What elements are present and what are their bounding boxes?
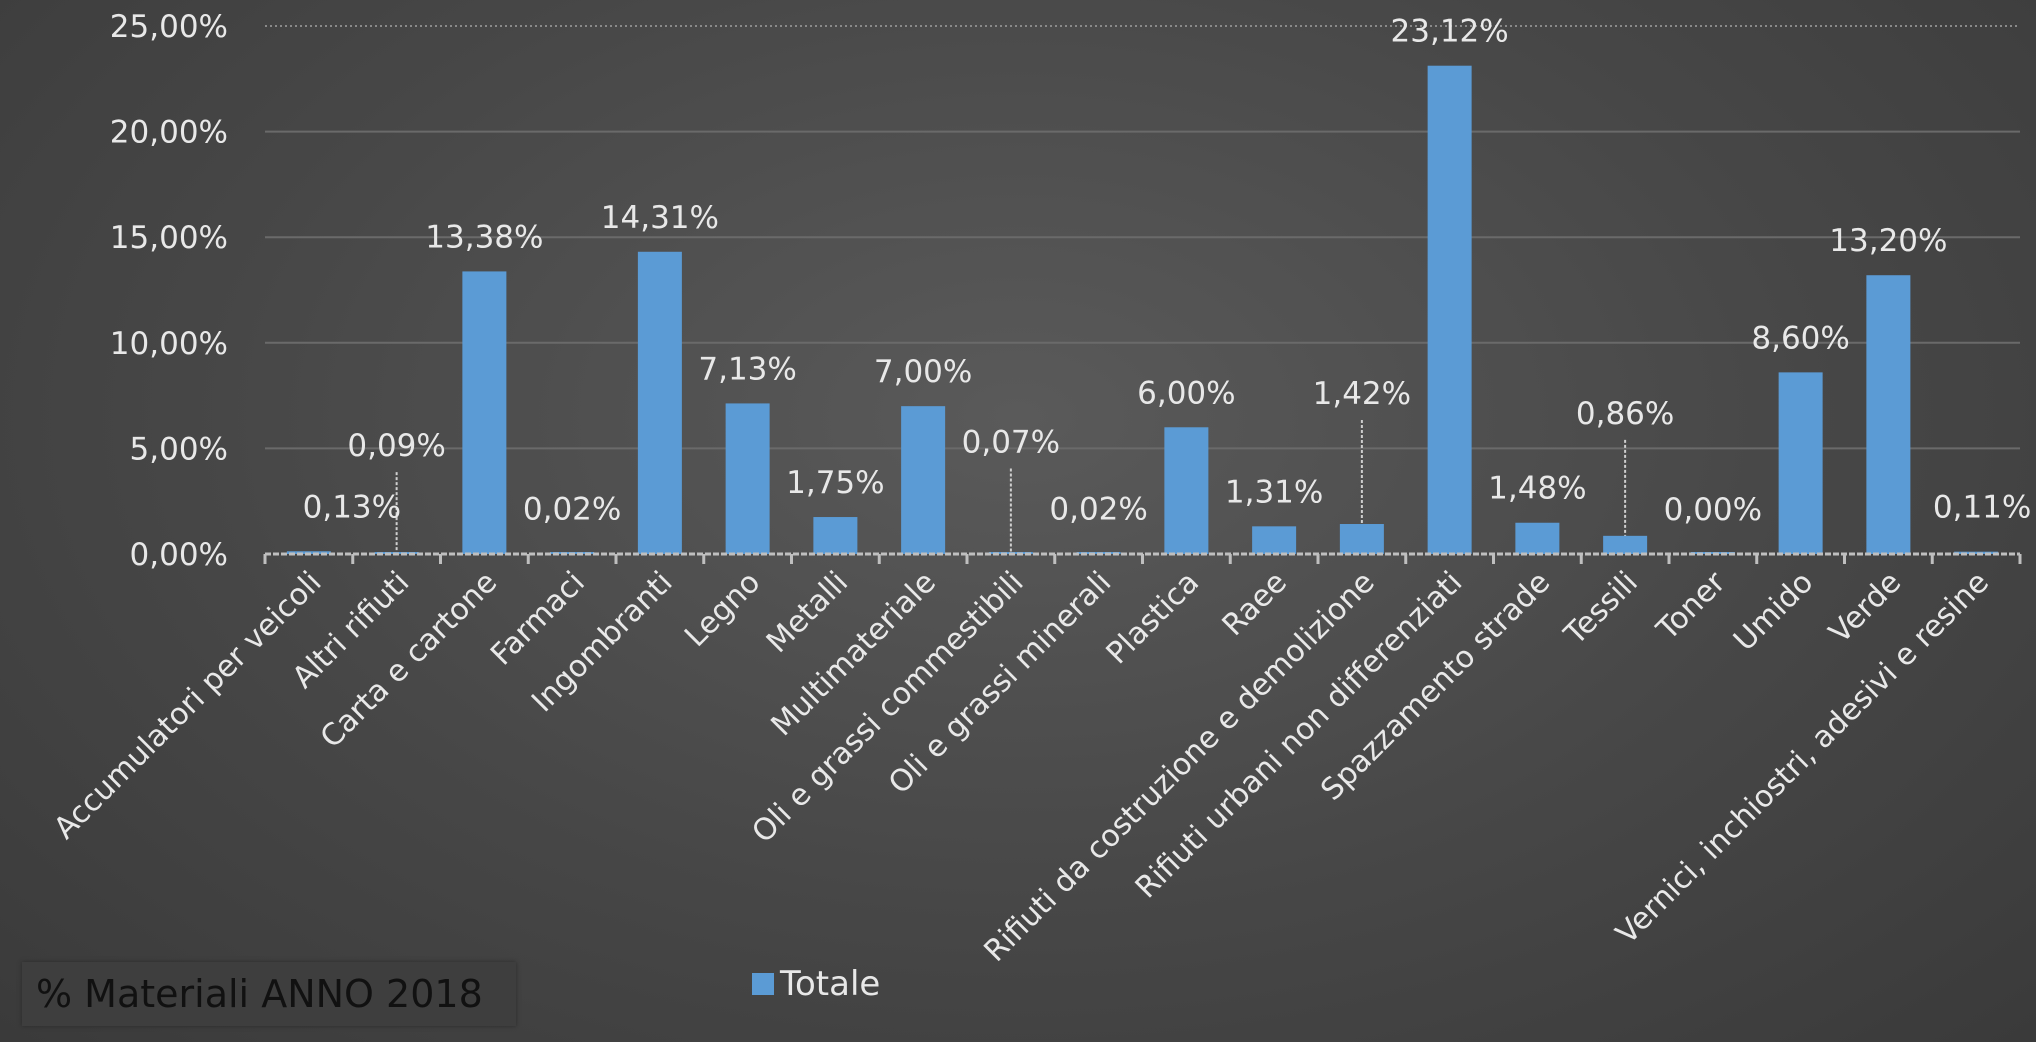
gridlines xyxy=(265,25,2020,450)
chart-title: % Materiali ANNO 2018 xyxy=(36,972,483,1016)
bar xyxy=(813,517,858,554)
data-label: 0,86% xyxy=(1576,396,1674,432)
data-label: 0,09% xyxy=(347,428,445,464)
data-labels: 0,13% 0,09% 13,38% 0,02% 14,31% 7,13% 1,75% 7,0… xyxy=(303,14,2032,528)
category-label: Accumulatori per veicoli xyxy=(47,565,328,846)
bars xyxy=(286,65,1999,554)
category-label: Plastica xyxy=(1100,565,1206,671)
legend: Totale xyxy=(752,962,880,1006)
bar xyxy=(1427,65,1472,554)
category-label: Umido xyxy=(1727,565,1820,658)
y-tick-label: 0,00% xyxy=(130,537,228,573)
category-label: Rifiuti urbani non differenziati xyxy=(1129,565,1469,905)
bar xyxy=(462,271,507,554)
bar xyxy=(1164,427,1209,554)
data-label: 6,00% xyxy=(1137,375,1235,411)
category-label: Raee xyxy=(1216,565,1294,643)
y-tick-label: 5,00% xyxy=(130,431,228,467)
data-label: 0,02% xyxy=(1049,492,1147,528)
bar xyxy=(1778,372,1823,554)
y-tick-label: 25,00% xyxy=(110,9,228,45)
category-label: Toner xyxy=(1650,564,1733,647)
data-label: 0,07% xyxy=(962,425,1060,461)
y-axis-ticks: 0,00% 5,00% 10,00% 15,00% 20,00% 25,00% xyxy=(110,9,228,573)
leader-lines xyxy=(395,420,1627,553)
bar xyxy=(637,251,682,554)
data-label: 13,38% xyxy=(425,219,543,255)
legend-swatch xyxy=(752,973,774,995)
y-tick-label: 15,00% xyxy=(110,220,228,256)
bar xyxy=(1603,535,1648,554)
bar xyxy=(1252,526,1297,554)
chart-title-box: % Materiali ANNO 2018 xyxy=(22,962,516,1026)
y-tick-label: 10,00% xyxy=(110,326,228,362)
data-label: 0,00% xyxy=(1664,492,1762,528)
data-label: 0,11% xyxy=(1933,490,2031,526)
category-label: Legno xyxy=(678,565,767,654)
data-label: 0,02% xyxy=(523,492,621,528)
data-label: 7,13% xyxy=(698,351,796,387)
x-axis xyxy=(263,552,2022,564)
y-tick-label: 20,00% xyxy=(110,115,228,151)
data-label: 13,20% xyxy=(1829,223,1947,259)
data-label: 7,00% xyxy=(874,354,972,390)
bar xyxy=(1954,551,1999,554)
data-label: 1,48% xyxy=(1488,471,1586,507)
legend-label: Totale xyxy=(780,964,881,1004)
data-label: 1,31% xyxy=(1225,474,1323,510)
bar xyxy=(1690,552,1735,554)
data-label: 1,75% xyxy=(786,465,884,501)
category-label: Verde xyxy=(1822,565,1908,651)
category-label: Tessili xyxy=(1557,565,1645,653)
data-label: 1,42% xyxy=(1313,376,1411,412)
bar xyxy=(901,406,946,554)
bar xyxy=(725,403,770,554)
bar xyxy=(1866,275,1911,554)
data-label: 14,31% xyxy=(601,200,719,236)
bar xyxy=(1515,522,1560,554)
data-label: 23,12% xyxy=(1391,14,1509,50)
data-label: 0,13% xyxy=(303,489,401,525)
data-label: 8,60% xyxy=(1751,320,1849,356)
bar xyxy=(1339,524,1384,554)
